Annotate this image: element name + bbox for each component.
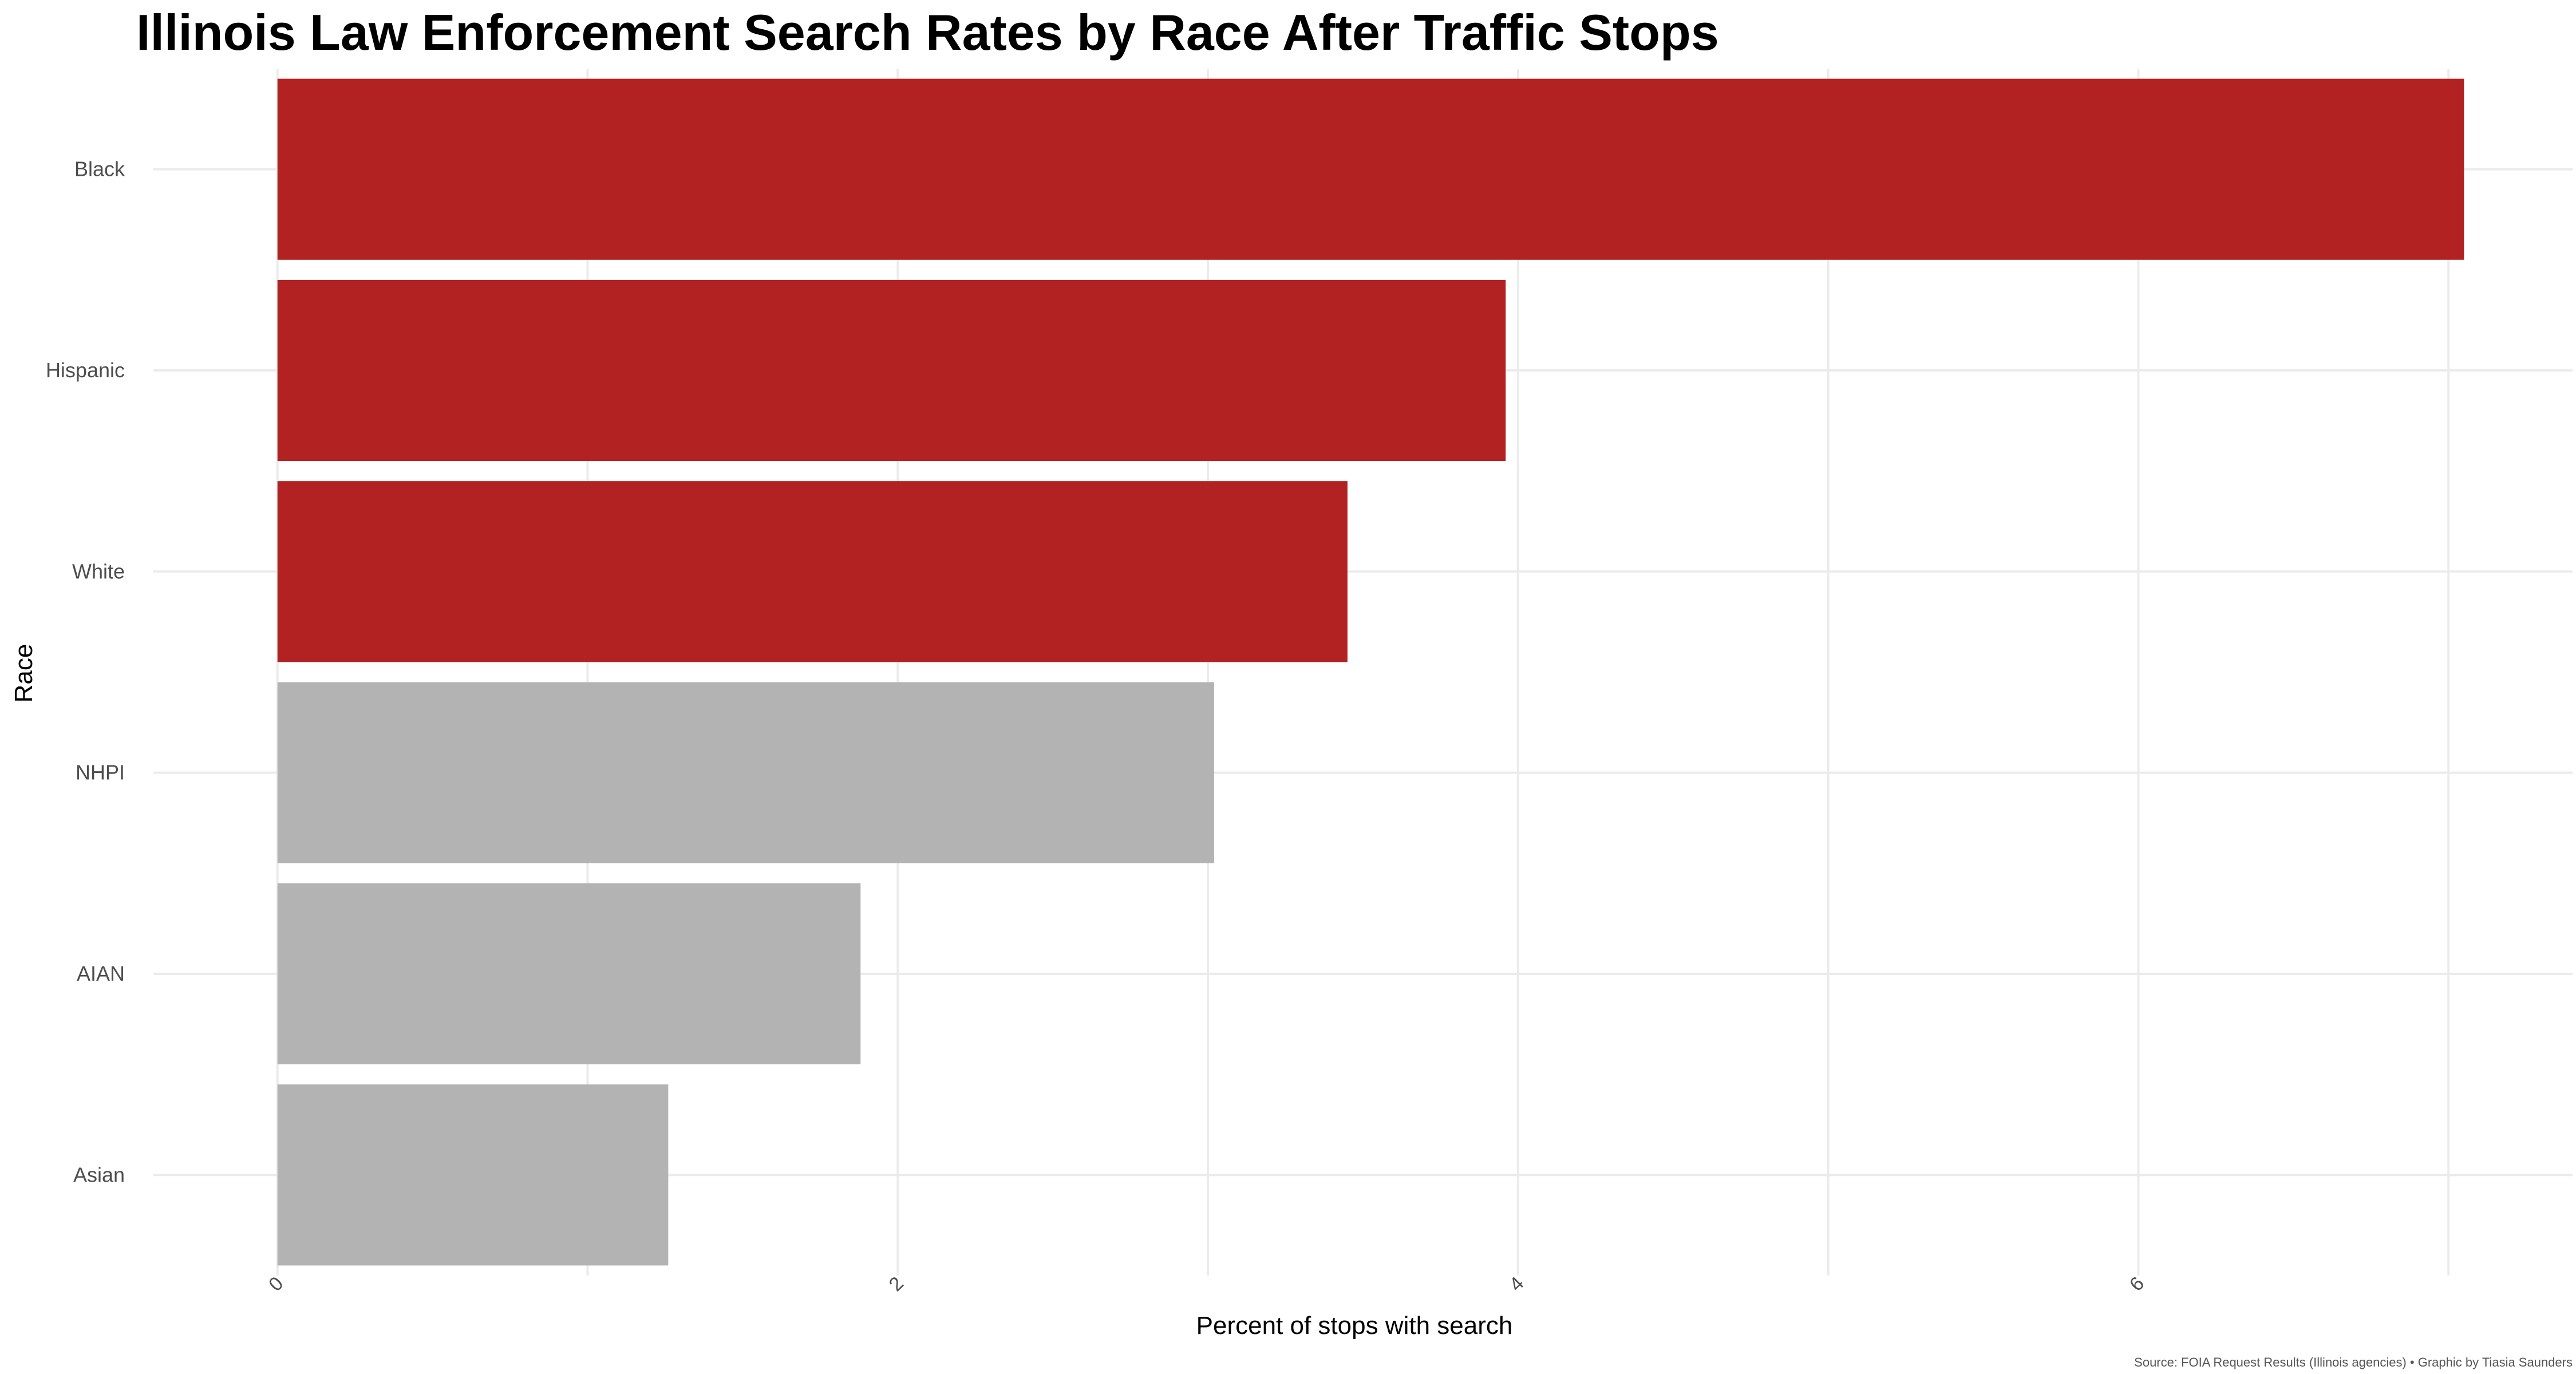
x-tick-label: 6: [2125, 1273, 2148, 1296]
x-tick-label: 2: [885, 1273, 908, 1296]
category-label: Asian: [73, 1163, 125, 1186]
x-tick-label: 4: [1505, 1273, 1528, 1296]
category-label: NHPI: [76, 761, 125, 784]
category-label: Hispanic: [46, 358, 125, 382]
y-axis-title: Race: [10, 644, 38, 703]
category-labels: Black Hispanic White NHPI AIAN Asian: [46, 157, 125, 1187]
caption: Source: FOIA Request Results (Illinois a…: [2134, 1355, 2573, 1369]
chart-title: Illinois Law Enforcement Search Rates by…: [136, 4, 1719, 61]
bar-hispanic: [277, 279, 1506, 461]
x-axis-title: Percent of stops with search: [1196, 1312, 1513, 1340]
bar-aian: [277, 883, 861, 1065]
bar-white: [277, 481, 1348, 662]
x-tick-label: 0: [264, 1273, 287, 1296]
category-label: Black: [74, 157, 125, 181]
bar-nhpi: [277, 682, 1214, 863]
x-tick-labels: 0 2 4 6: [264, 1273, 2148, 1296]
category-label: AIAN: [77, 962, 125, 985]
bar-asian: [277, 1084, 669, 1266]
bar-black: [277, 78, 2464, 260]
category-label: White: [72, 559, 125, 583]
bars: [277, 78, 2464, 1266]
